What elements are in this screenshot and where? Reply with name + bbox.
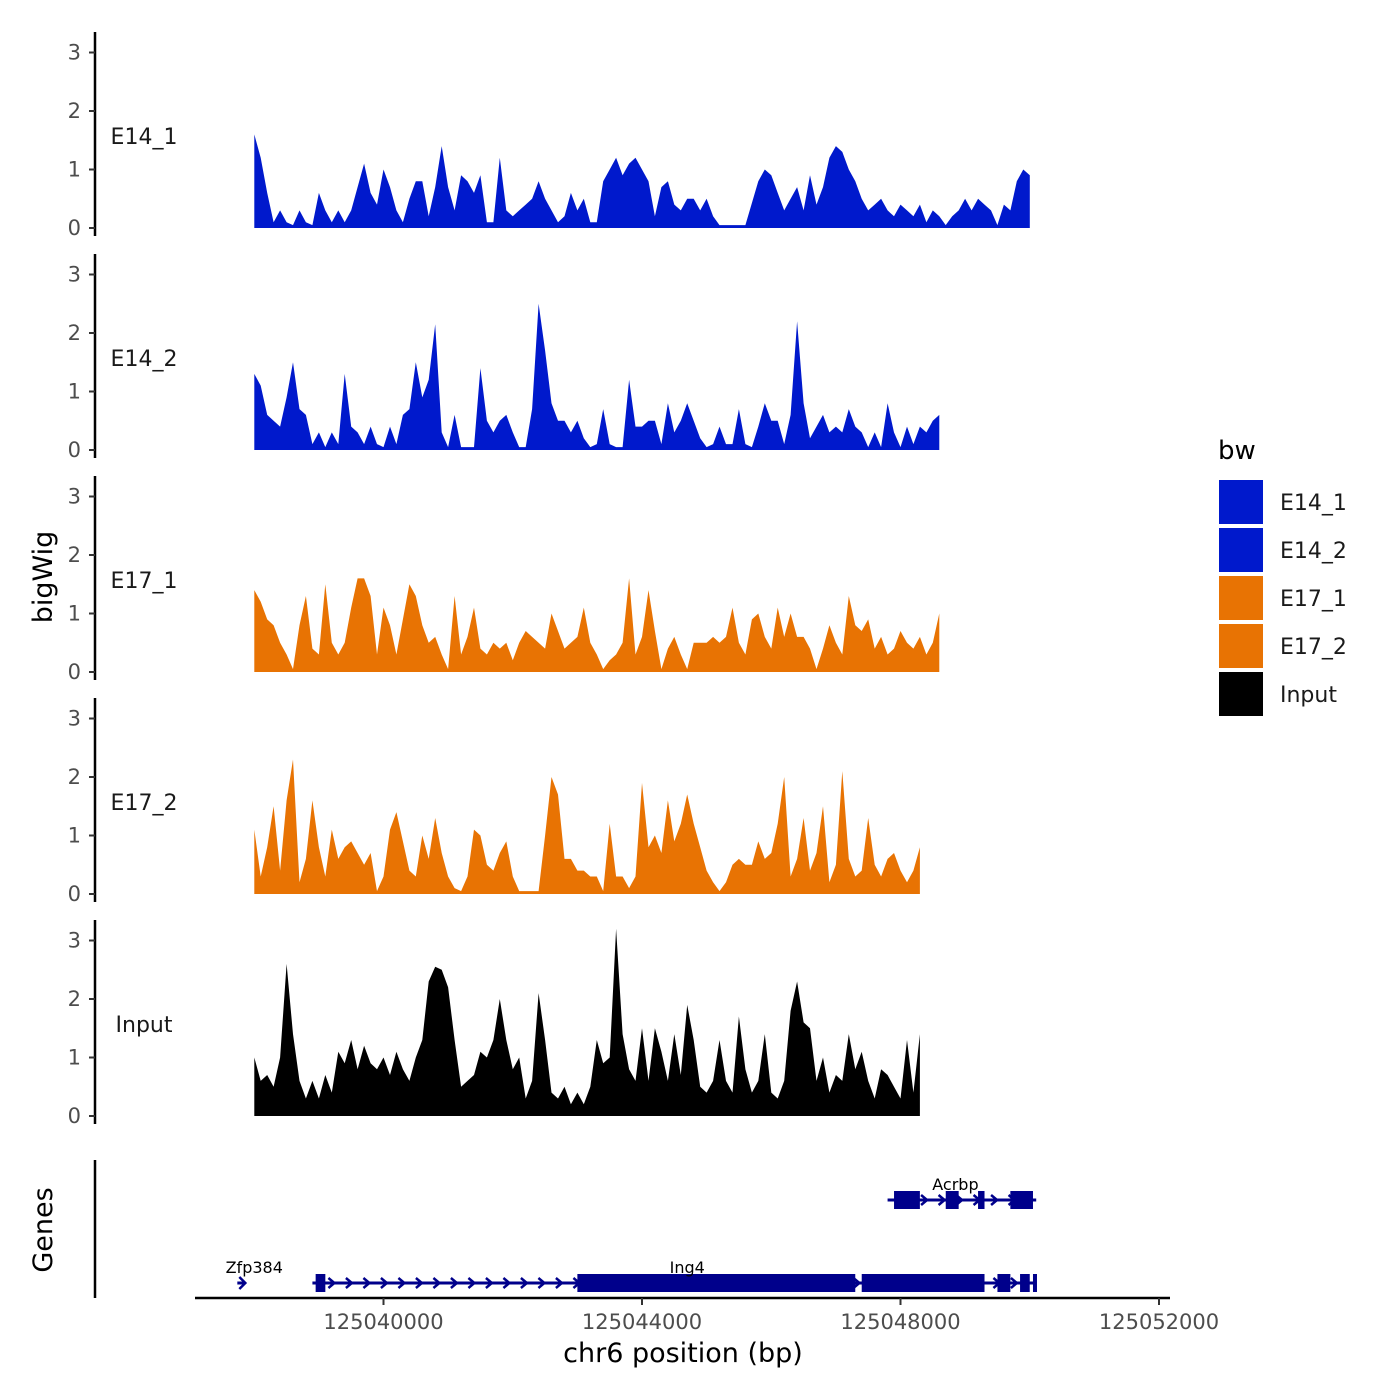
y-tick-label: 0 xyxy=(68,882,81,906)
x-tick-label: 125040000 xyxy=(323,1310,443,1334)
signal-area-e17-2 xyxy=(254,759,920,894)
strand-arrow xyxy=(380,1277,389,1289)
y-tick-label: 2 xyxy=(68,987,81,1011)
signal-tracks: 0 1 2 3 E14_1 0 1 2 3 E14_2 0 1 2 3 E17_1 0 1 2 3 E17_2 0 1 2 3… xyxy=(68,32,1030,1128)
track-input: 0 1 2 3 Input xyxy=(68,920,920,1128)
exon xyxy=(1010,1191,1033,1209)
y-tick-label: 2 xyxy=(68,321,81,345)
signal-area-input xyxy=(254,928,920,1116)
legend-swatch xyxy=(1219,624,1263,668)
strand-arrow xyxy=(537,1277,547,1289)
signal-area-e14-2 xyxy=(254,303,940,450)
exon xyxy=(894,1191,920,1209)
gene-label: Acrbp xyxy=(932,1175,978,1194)
y-tick-label: 0 xyxy=(68,660,81,684)
exon xyxy=(1020,1274,1030,1292)
track-e17-2: 0 1 2 3 E17_2 xyxy=(68,698,920,906)
strand-arrow xyxy=(485,1277,494,1289)
y-tick-label: 1 xyxy=(68,824,81,848)
y-axis-title: bigWig xyxy=(28,531,59,624)
exon xyxy=(945,1191,959,1209)
signal-area-e14-1 xyxy=(254,134,1030,228)
track-label: Input xyxy=(116,1013,173,1038)
exon xyxy=(1032,1274,1037,1292)
strand-arrow xyxy=(450,1277,459,1289)
strand-arrow xyxy=(520,1277,529,1289)
legend-label: Input xyxy=(1280,683,1337,708)
exon xyxy=(315,1274,326,1292)
track-e14-2: 0 1 2 3 E14_2 xyxy=(68,254,940,462)
y-tick-label: 3 xyxy=(68,485,81,509)
strand-arrow xyxy=(1010,1277,1019,1289)
gene-acrbp: Acrbp xyxy=(887,1175,1037,1209)
gene-ing4: Ing4 xyxy=(312,1258,1037,1292)
gene-label: Ing4 xyxy=(670,1258,705,1277)
x-axis-title: chr6 position (bp) xyxy=(563,1338,803,1369)
y-tick-label: 2 xyxy=(68,765,81,789)
y-tick-label: 1 xyxy=(68,158,81,182)
y-tick-label: 0 xyxy=(68,216,81,240)
legend-label: E14_2 xyxy=(1280,539,1347,564)
strand-arrow xyxy=(397,1277,407,1289)
x-axis: 125040000 125044000 125048000 125052000 xyxy=(195,1296,1219,1334)
legend-title: bw xyxy=(1218,436,1256,466)
exon xyxy=(997,1274,1011,1292)
strand-arrow xyxy=(467,1277,477,1289)
exon xyxy=(861,1274,985,1292)
track-e17-1: 0 1 2 3 E17_1 xyxy=(68,476,940,684)
gene-zfp384: Zfp384 xyxy=(226,1258,283,1290)
legend-swatch xyxy=(1219,576,1263,620)
y-tick-label: 2 xyxy=(68,543,81,567)
strand-arrow xyxy=(852,1277,862,1289)
y-tick-label: 2 xyxy=(68,99,81,123)
y-tick-label: 3 xyxy=(68,929,81,953)
y-tick-label: 3 xyxy=(68,707,81,731)
strand-arrow xyxy=(937,1194,947,1206)
genes-track: Zfp384 Ing4 Acrbp xyxy=(93,1160,1037,1298)
y-tick-label: 0 xyxy=(68,438,81,462)
signal-area-e17-1 xyxy=(254,578,940,672)
strand-arrow xyxy=(432,1277,442,1289)
strand-arrow xyxy=(345,1277,354,1289)
y-tick-label: 1 xyxy=(68,380,81,404)
y-tick-label: 0 xyxy=(68,1104,81,1128)
legend-swatch xyxy=(1219,528,1263,572)
x-tick-label: 125044000 xyxy=(582,1310,702,1334)
strand-arrow xyxy=(920,1194,930,1206)
x-tick-label: 125052000 xyxy=(1099,1310,1219,1334)
y-tick-label: 3 xyxy=(68,41,81,65)
track-label: E14_2 xyxy=(111,347,178,372)
track-label: E14_1 xyxy=(111,125,178,150)
strand-arrow xyxy=(502,1277,512,1289)
gene-label: Zfp384 xyxy=(226,1258,283,1277)
strand-arrow xyxy=(327,1277,337,1289)
legend-label: E14_1 xyxy=(1280,491,1347,516)
track-label: E17_1 xyxy=(111,569,178,594)
track-label: E17_2 xyxy=(111,791,178,816)
genes-axis-title: Genes xyxy=(28,1187,59,1272)
legend-label: E17_2 xyxy=(1280,635,1347,660)
legend-swatch xyxy=(1219,480,1263,524)
strand-arrow xyxy=(362,1277,372,1289)
y-tick-label: 3 xyxy=(68,263,81,287)
legend-label: E17_1 xyxy=(1280,587,1347,612)
strand-arrow xyxy=(990,1194,1000,1206)
x-tick-label: 125048000 xyxy=(840,1310,960,1334)
legend: bw E14_1 E14_2 E17_1 E17_2 Input xyxy=(1218,436,1347,716)
strand-arrow xyxy=(415,1277,424,1289)
track-e14-1: 0 1 2 3 E14_1 xyxy=(68,32,1030,240)
legend-swatch xyxy=(1219,672,1263,716)
y-tick-label: 1 xyxy=(68,602,81,626)
y-tick-label: 1 xyxy=(68,1046,81,1070)
exon xyxy=(577,1274,856,1292)
exon xyxy=(978,1191,985,1209)
strand-arrow xyxy=(555,1277,564,1289)
